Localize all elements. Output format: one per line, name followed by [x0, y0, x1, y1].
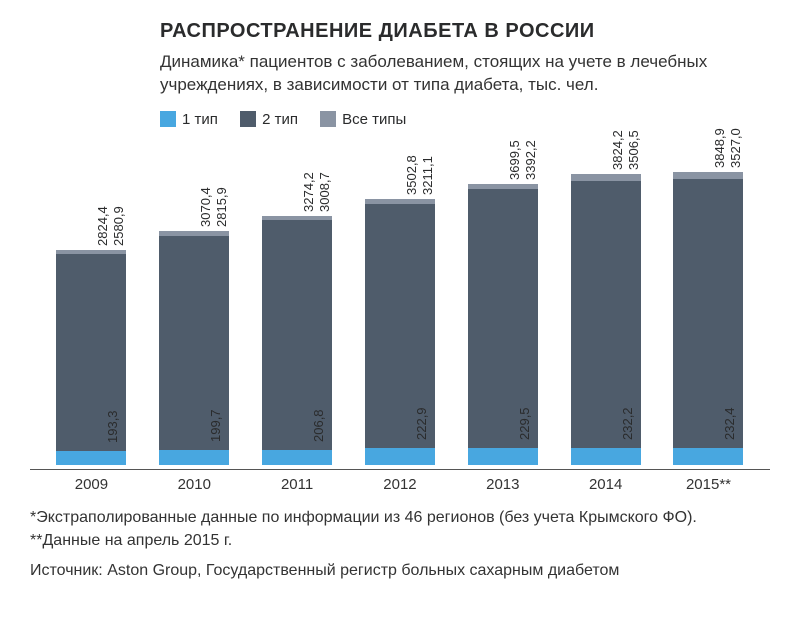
value-label-type1: 199,7: [208, 410, 223, 443]
value-label-all: 3848,9: [712, 128, 727, 168]
value-label-type2: 3008,7: [317, 172, 332, 212]
source-label: Источник:: [30, 562, 103, 579]
bar-segment-type1: [365, 448, 435, 465]
bar: 3699,53392,2229,5: [468, 184, 538, 466]
x-axis: 2009 2010 2011 2012 2013 2014 2015**: [30, 469, 770, 493]
legend-swatch-type2: [240, 111, 256, 127]
value-label-type1: 193,3: [105, 410, 120, 443]
value-label-type1: 206,8: [311, 409, 326, 442]
bar: 3274,23008,7206,8: [262, 216, 332, 465]
bar: 3070,42815,9199,7: [159, 231, 229, 465]
bar-group: 3699,53392,2229,5: [468, 145, 538, 465]
value-label-type2: 3392,2: [523, 140, 538, 180]
x-tick: 2010: [159, 476, 229, 493]
bar-group: 3274,23008,7 206,8: [262, 145, 332, 465]
value-label-type1: 232,4: [722, 407, 737, 440]
value-label-all: 3824,2: [610, 130, 625, 170]
x-tick: 2015**: [673, 476, 743, 493]
source-line: Источник: Aston Group, Государственный р…: [30, 562, 770, 580]
value-label-all: 3274,2: [301, 172, 316, 212]
chart-plot: 2824,42580,9 193,3 3070,42815,9 199,7 3274,2…: [30, 145, 770, 465]
value-label-type2: 2815,9: [214, 188, 229, 228]
value-label-type1: 229,5: [517, 407, 532, 440]
bar-group: 3824,23506,5232,2: [571, 145, 641, 465]
x-tick: 2013: [468, 476, 538, 493]
bar-segment-type1: [159, 450, 229, 465]
x-tick: 2011: [262, 476, 332, 493]
bar-segment-type1: [571, 448, 641, 466]
bar: 3502,83211,1222,9: [365, 199, 435, 466]
bar-segment-type1: [262, 450, 332, 466]
x-tick: 2012: [365, 476, 435, 493]
bar-segment-rest: [673, 172, 743, 179]
chart-title: РАСПРОСТРАНЕНИЕ ДИАБЕТА В РОССИИ: [160, 20, 770, 43]
legend-swatch-type1: [160, 111, 176, 127]
value-label-type2: 3527,0: [728, 128, 743, 168]
legend-item-type2: 2 тип: [240, 111, 298, 128]
bar-segment-type1: [56, 451, 126, 466]
value-label-type1: 232,2: [620, 407, 635, 440]
legend-item-type1: 1 тип: [160, 111, 218, 128]
bar: 3848,93527,0232,4: [673, 172, 743, 465]
legend-label-type1: 1 тип: [182, 111, 218, 128]
value-label-type2: 3506,5: [626, 130, 641, 170]
x-tick: 2014: [571, 476, 641, 493]
value-label-type1: 222,9: [414, 408, 429, 441]
value-label-type2: 3211,1: [420, 156, 435, 195]
x-tick: 2009: [56, 476, 126, 493]
bar: 3824,23506,5232,2: [571, 174, 641, 465]
value-label-all: 3070,4: [198, 188, 213, 228]
bar-group: 3502,83211,1 222,9: [365, 145, 435, 465]
legend-item-all: Все типы: [320, 111, 406, 128]
legend: 1 тип 2 тип Все типы: [160, 111, 770, 132]
value-label-all: 3699,5: [507, 140, 522, 180]
bar-group: 2824,42580,9 193,3: [56, 145, 126, 465]
bar-segment-type1: [468, 448, 538, 465]
value-label-type2: 2580,9: [111, 206, 126, 246]
chart-subtitle: Динамика* пациентов с заболеванием, стоя…: [160, 51, 770, 97]
legend-swatch-all: [320, 111, 336, 127]
bar-group: 3848,93527,0232,4: [673, 145, 743, 465]
legend-label-all: Все типы: [342, 111, 406, 128]
value-label-all: 2824,4: [95, 206, 110, 246]
source-text: Aston Group, Государственный регистр бол…: [107, 562, 619, 579]
bar-group: 3070,42815,9 199,7: [159, 145, 229, 465]
bar: 2824,42580,9193,3: [56, 250, 126, 465]
value-label-all: 3502,8: [404, 155, 419, 195]
legend-label-type2: 2 тип: [262, 111, 298, 128]
footnote: *Экстраполированные данные по информации…: [30, 507, 770, 552]
bar-segment-type1: [673, 448, 743, 466]
